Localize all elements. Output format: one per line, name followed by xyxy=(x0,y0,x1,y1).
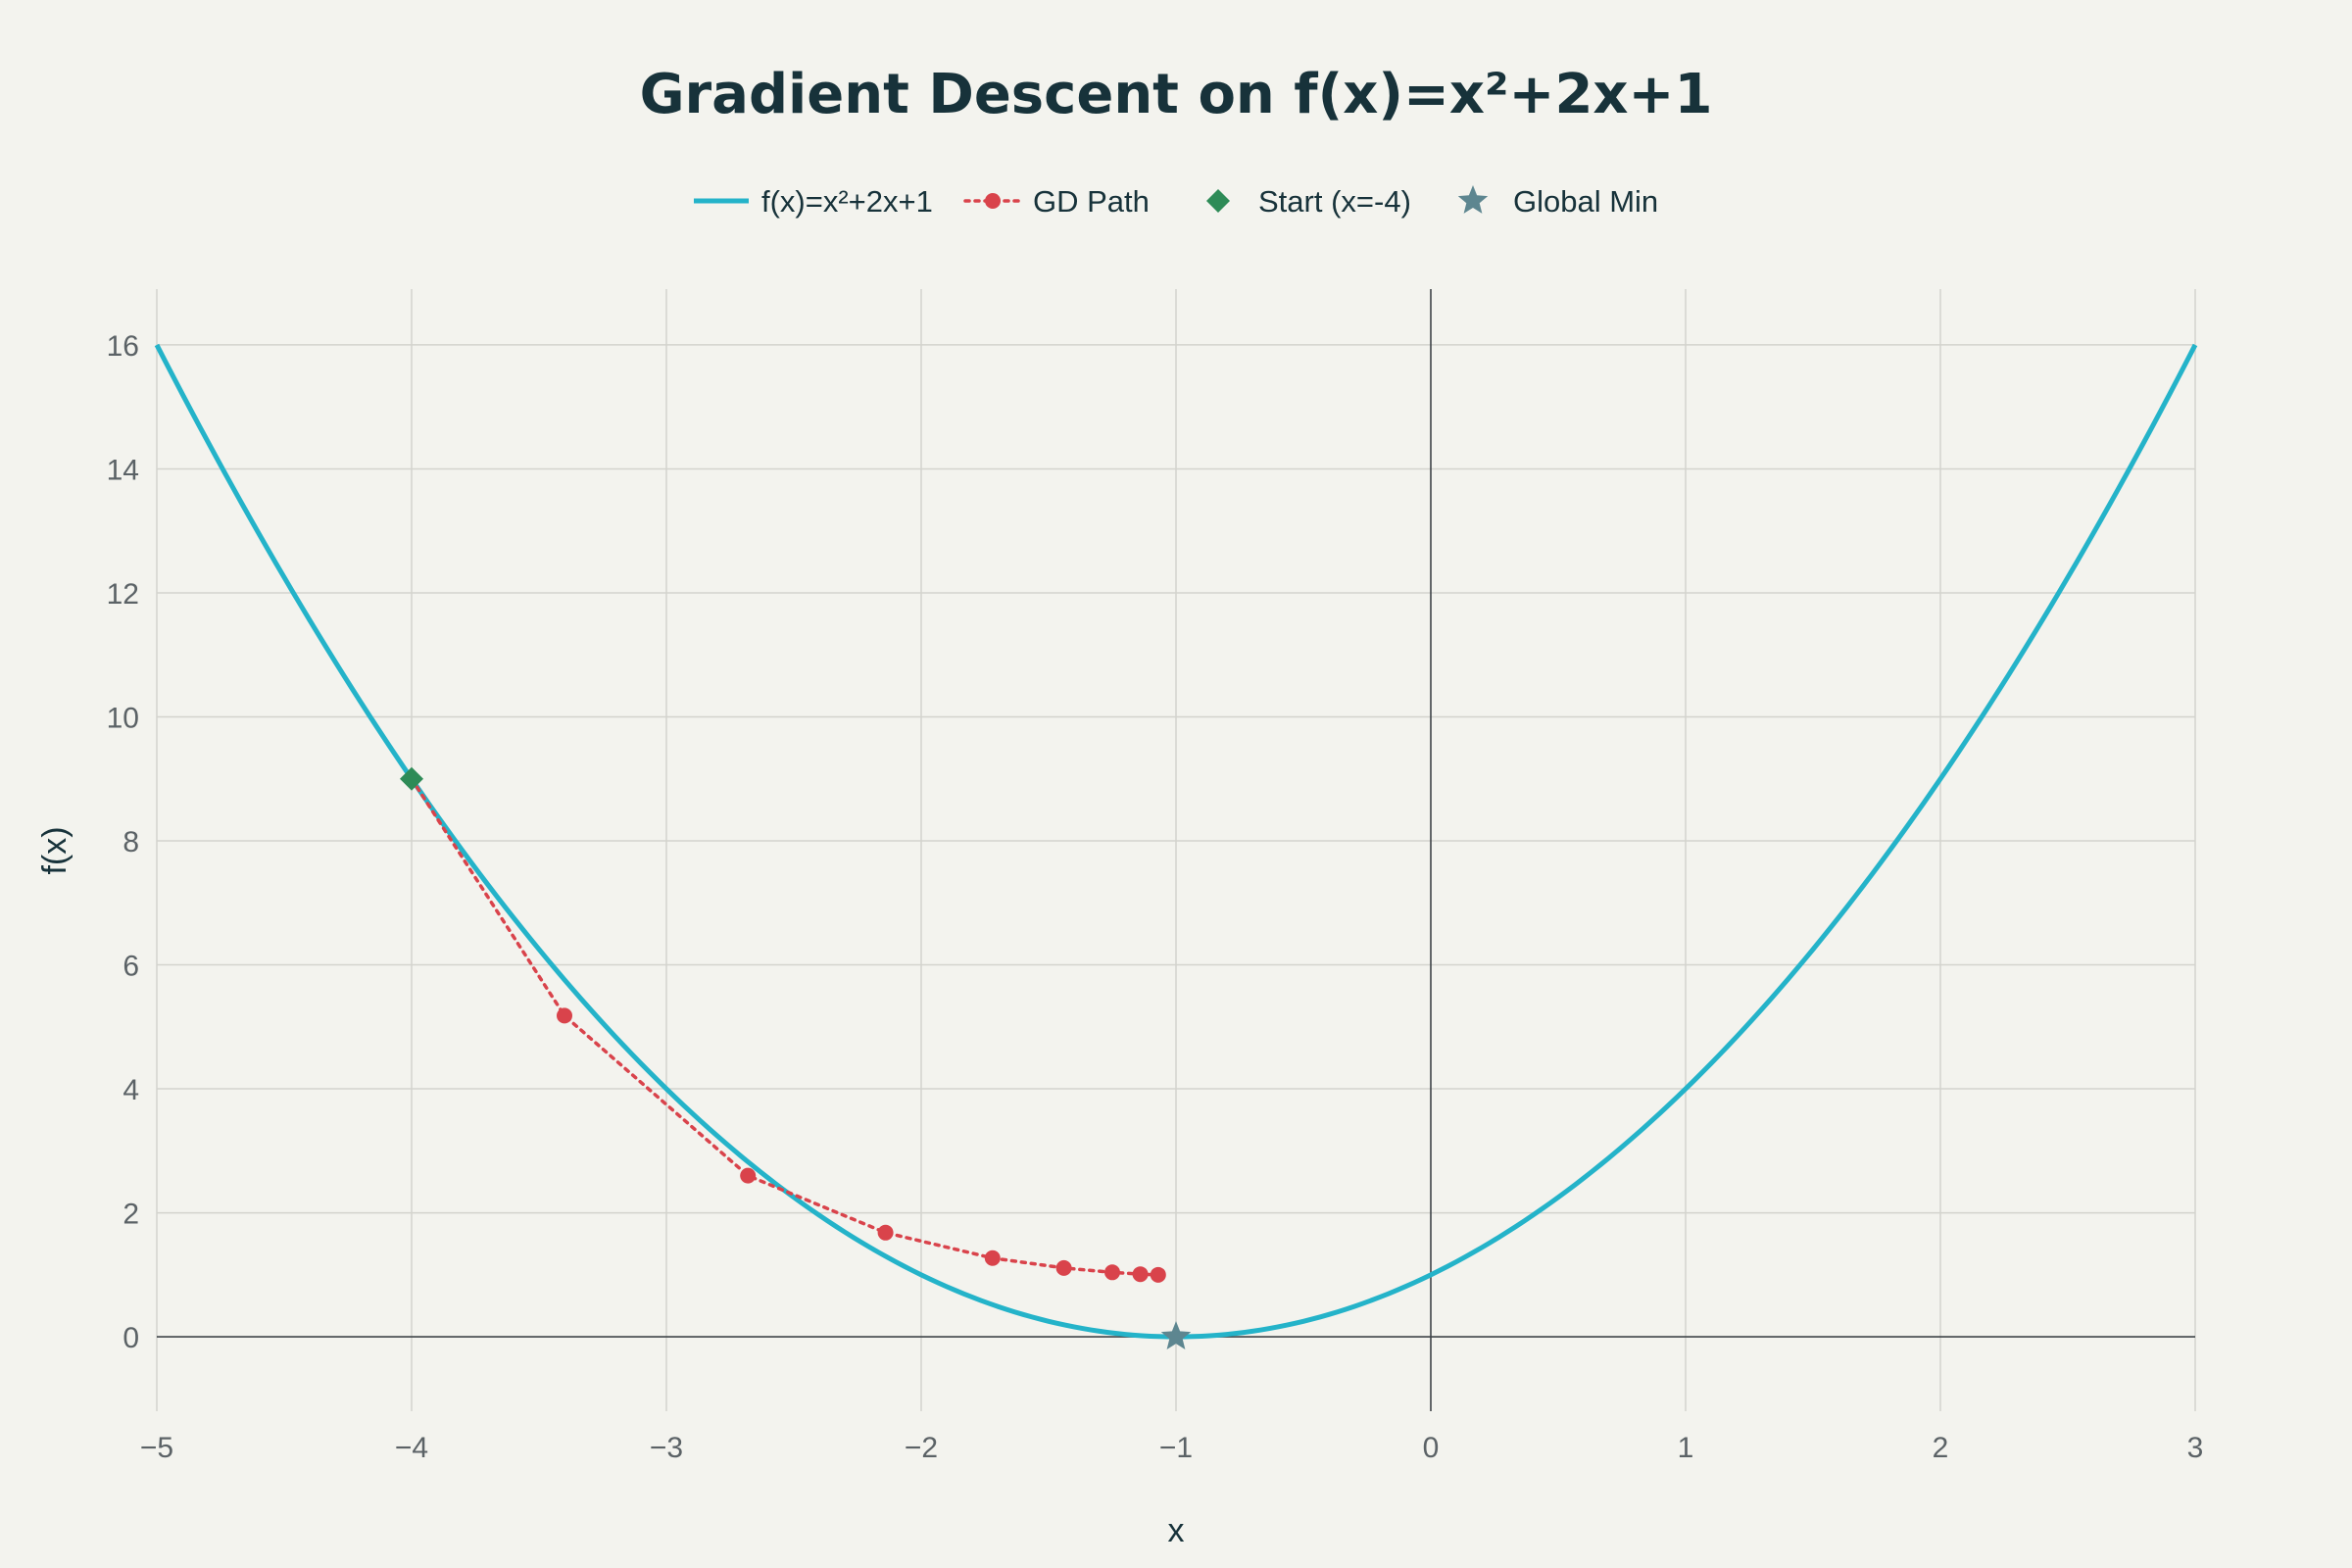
x-tick-label: 3 xyxy=(2187,1432,2204,1464)
legend[interactable]: f(x)=x²+2x+1 GD Path Start (x=-4) Global Mi… xyxy=(694,184,1658,219)
y-axis-ticks: 0 2 4 6 8 10 12 14 16 xyxy=(107,330,139,1354)
legend-swatch-dot xyxy=(985,193,1001,209)
series-layer xyxy=(154,343,2198,1349)
x-axis-ticks: −5 −4 −3 −2 −1 0 1 2 3 xyxy=(140,1432,2203,1464)
legend-item[interactable]: Start (x=-4) xyxy=(1206,184,1411,219)
x-axis-title: x xyxy=(1168,1512,1185,1549)
y-tick-label: 0 xyxy=(122,1322,139,1354)
gd-path-line xyxy=(410,777,1160,1277)
gd-path-point xyxy=(1055,1259,1072,1276)
legend-label: GD Path xyxy=(1033,184,1150,219)
gd-path-point xyxy=(740,1167,757,1184)
y-tick-label: 4 xyxy=(122,1074,139,1106)
chart-title: Gradient Descent on f(x)=x²+2x+1 xyxy=(640,63,1713,126)
grid xyxy=(156,289,2196,1411)
y-tick-label: 6 xyxy=(122,951,139,983)
y-tick-label: 12 xyxy=(107,578,139,611)
legend-swatch-diamond xyxy=(1206,189,1230,213)
y-tick-label: 2 xyxy=(122,1199,139,1231)
y-tick-label: 10 xyxy=(107,702,139,734)
legend-item[interactable]: GD Path xyxy=(963,184,1150,219)
legend-item[interactable]: Global Min xyxy=(1457,184,1658,219)
gd-path-point xyxy=(877,1224,894,1241)
x-tick-label: −5 xyxy=(140,1432,173,1464)
x-tick-label: −3 xyxy=(650,1432,683,1464)
x-tick-label: 0 xyxy=(1423,1432,1440,1464)
gd-path-point xyxy=(1150,1266,1166,1283)
y-axis-title: f(x) xyxy=(36,826,74,874)
global-min-marker xyxy=(1160,1321,1192,1349)
y-tick-label: 8 xyxy=(122,826,139,858)
x-tick-label: −2 xyxy=(905,1432,938,1464)
x-tick-label: 2 xyxy=(1933,1432,1949,1464)
legend-label: f(x)=x²+2x+1 xyxy=(761,184,933,219)
legend-item[interactable]: f(x)=x²+2x+1 xyxy=(694,184,933,219)
y-tick-label: 16 xyxy=(107,330,139,363)
x-tick-label: −4 xyxy=(395,1432,428,1464)
legend-swatch-star xyxy=(1457,185,1489,214)
gd-path-point xyxy=(984,1250,1001,1266)
start-marker xyxy=(400,766,423,791)
legend-label: Start (x=-4) xyxy=(1258,184,1411,219)
x-tick-label: −1 xyxy=(1159,1432,1193,1464)
y-tick-label: 14 xyxy=(107,454,139,486)
legend-label: Global Min xyxy=(1513,184,1658,219)
gd-path-point xyxy=(1132,1266,1149,1283)
gd-path-point xyxy=(557,1007,572,1024)
gd-path-point xyxy=(1104,1264,1120,1281)
x-tick-label: 1 xyxy=(1678,1432,1694,1464)
